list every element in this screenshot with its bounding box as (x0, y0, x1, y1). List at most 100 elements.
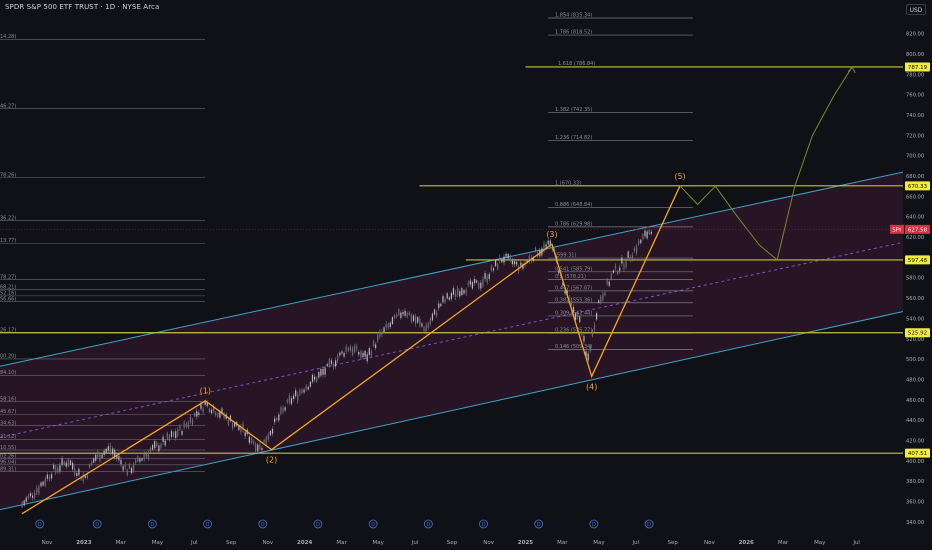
candle-body (606, 279, 608, 285)
x-tick-label: Sep (226, 540, 237, 546)
candle-body (469, 280, 471, 285)
candle-body (324, 368, 326, 375)
candle-body (71, 462, 74, 470)
candle-body (577, 314, 579, 318)
candle-body (185, 423, 187, 427)
candle-body (372, 341, 375, 346)
x-tick-label: Sep (668, 540, 679, 546)
candle-body (265, 436, 267, 444)
candle-body (459, 291, 461, 297)
x-tick-label: Jul (411, 540, 419, 546)
candle-body (168, 435, 170, 441)
candle-body (558, 270, 560, 274)
candle-body (242, 423, 244, 430)
candle-body (57, 468, 59, 472)
candle-body (402, 312, 404, 315)
candle-body (543, 243, 545, 250)
current-price-label: 627.58 (908, 227, 928, 233)
candle-body (309, 381, 311, 387)
currency-selector[interactable]: USD (906, 4, 926, 15)
candle-body (126, 470, 128, 475)
candle-body (259, 444, 261, 449)
current-price-tag (905, 224, 930, 234)
candle-body (457, 288, 459, 295)
candle-body (187, 422, 189, 428)
candle-body (303, 389, 305, 393)
dividend-marker-label: D (261, 522, 265, 528)
candle-body (183, 422, 185, 428)
candle-body (301, 389, 303, 393)
fib-left-label: 13.77) (0, 238, 16, 244)
fib-left-label: 52.16) (0, 291, 16, 297)
fib-left-label: 56.66) (0, 296, 16, 302)
candle-body (86, 474, 88, 478)
fib-left-label: 36.22) (0, 215, 16, 221)
candle-body (608, 281, 610, 286)
candle-body (467, 282, 469, 286)
dividend-marker (35, 519, 45, 529)
candle-body (452, 288, 455, 295)
candle-body (492, 268, 495, 271)
y-tick-label: 660.00 (906, 194, 924, 200)
candle-body (330, 360, 333, 364)
candle-body (59, 465, 61, 472)
candle-body (617, 270, 619, 274)
wave-label: (2) (266, 456, 277, 465)
y-tick-label: 480.00 (906, 377, 924, 383)
fib-left-label: 96.04) (0, 460, 16, 466)
y-tick-label: 760.00 (906, 93, 924, 99)
dividend-marker (644, 519, 654, 529)
candle-body (625, 260, 627, 267)
candle-body (349, 346, 351, 351)
level-tag (905, 181, 930, 191)
dividend-marker (203, 519, 212, 529)
y-tick-label: 340.00 (906, 520, 924, 526)
candle-body (231, 423, 234, 428)
fib-left-label: 78.26) (0, 173, 16, 179)
candle-body (448, 297, 450, 300)
candle-body (244, 432, 246, 437)
level-tag-label: 670.33 (908, 184, 928, 190)
y-tick-label: 800.00 (906, 52, 924, 58)
x-tick-label: 2024 (297, 540, 312, 546)
fib-right-label: 1 (670.33) (555, 180, 581, 186)
candle-body (614, 265, 617, 269)
candle-body (623, 264, 625, 269)
fib-left-label: 02.26) (0, 453, 16, 459)
dividend-marker (534, 519, 544, 529)
candle-body (497, 264, 499, 270)
candle-body (591, 330, 593, 337)
candle-body (130, 467, 133, 474)
candle-body (602, 293, 604, 301)
candle-body (644, 230, 646, 237)
y-tick-label: 680.00 (906, 174, 924, 180)
y-tick-label: 620.00 (906, 235, 924, 241)
candle-body (122, 466, 124, 471)
candle-body (194, 413, 196, 416)
candle-body (358, 351, 360, 355)
fib-right-label: 1.236 (714.82) (555, 135, 592, 141)
fib-left-label: 45.67) (0, 409, 16, 415)
candle-body (38, 486, 40, 494)
candle-body (290, 398, 293, 404)
candle-body (162, 436, 164, 442)
y-tick-label: 780.00 (906, 72, 924, 78)
candle-body (534, 247, 537, 252)
fib-left-label: 34.63) (0, 420, 16, 426)
candle-body (343, 353, 345, 357)
candle-body (154, 441, 156, 449)
candle-body (88, 464, 91, 468)
candle-body (48, 476, 51, 480)
dividend-marker (147, 519, 157, 529)
candle-body (499, 257, 501, 261)
candle-body (61, 458, 63, 465)
candle-body (583, 336, 585, 342)
x-tick-label: Jul (632, 540, 640, 546)
candle-body (629, 257, 631, 260)
candle-body (347, 347, 349, 351)
candle-body (393, 314, 396, 318)
channel-fill (0, 167, 923, 510)
candle-body (494, 260, 497, 267)
candle-body (261, 447, 263, 451)
